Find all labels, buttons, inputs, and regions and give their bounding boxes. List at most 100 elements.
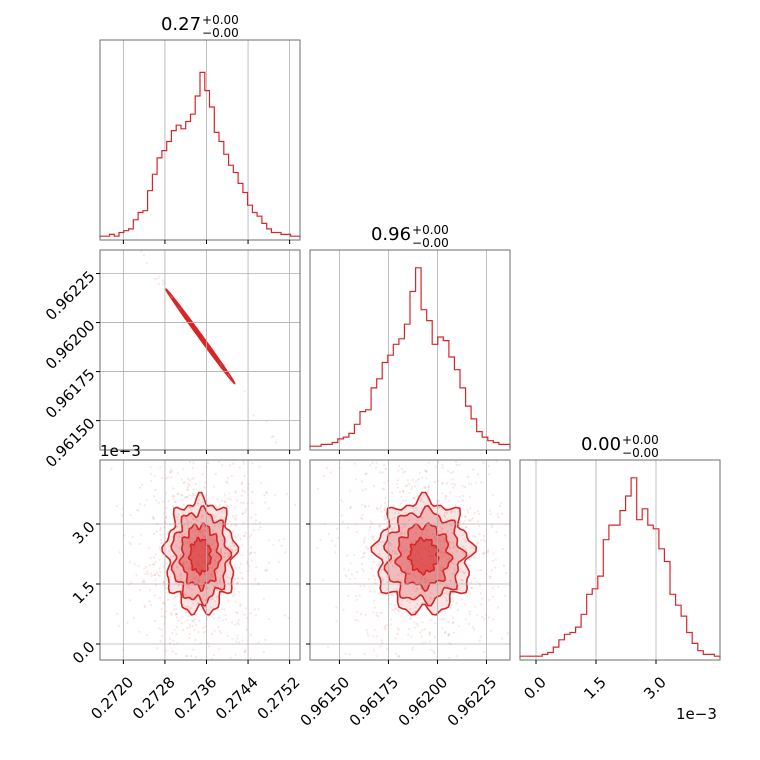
- scatter-point: [372, 535, 375, 538]
- scatter-point: [471, 626, 475, 629]
- scatter-point: [413, 497, 416, 500]
- scatter-point: [181, 493, 184, 497]
- scatter-point: [447, 621, 450, 624]
- scatter-point: [470, 518, 473, 521]
- scatter-point: [489, 629, 493, 632]
- scatter-point: [446, 507, 449, 510]
- scatter-point: [206, 573, 210, 576]
- scatter-point: [380, 639, 383, 642]
- scatter-point: [418, 511, 421, 514]
- scatter-point: [434, 465, 438, 468]
- scatter-point: [185, 611, 188, 614]
- scatter-point: [192, 488, 195, 491]
- scatter-point: [452, 562, 455, 565]
- scatter-point: [482, 651, 485, 654]
- scatter-point: [380, 586, 383, 589]
- scatter-point: [427, 486, 430, 489]
- scatter-point: [491, 494, 495, 497]
- scatter-point: [203, 573, 207, 576]
- scatter-point: [204, 587, 207, 590]
- tick-label-x-param-2: 0.96175: [346, 673, 403, 730]
- scatter-point: [185, 517, 188, 520]
- scatter-point: [375, 654, 378, 658]
- scatter-point: [164, 610, 168, 613]
- scatter-point: [183, 496, 187, 499]
- scatter-point: [462, 551, 465, 555]
- scatter-point: [316, 487, 320, 490]
- scatter-point: [394, 607, 397, 610]
- axes-frame-r2c1: [99, 249, 301, 451]
- scatter-point: [370, 567, 373, 570]
- scatter-point: [441, 492, 444, 495]
- scatter-point: [200, 584, 203, 587]
- scatter-point: [349, 562, 352, 565]
- scatter-point: [227, 555, 230, 558]
- scatter-point: [227, 552, 230, 555]
- scatter-point: [250, 516, 253, 519]
- scatter-point: [240, 482, 243, 486]
- scatter-point: [408, 601, 411, 604]
- scatter-point: [377, 564, 380, 567]
- scatter-point: [183, 532, 186, 536]
- scatter-point: [423, 536, 426, 539]
- scatter-point: [472, 468, 475, 471]
- scatter-point: [378, 507, 382, 510]
- scatter-point: [365, 545, 368, 549]
- scatter-point: [439, 581, 442, 584]
- scatter-point: [253, 608, 256, 611]
- scatter-point: [153, 619, 156, 622]
- scatter-point: [237, 619, 240, 622]
- scatter-point: [234, 491, 237, 494]
- offset-label-x-col3: 1e−3: [676, 705, 717, 723]
- scatter-point: [174, 501, 177, 504]
- scatter-point: [172, 639, 175, 642]
- scatter-point: [455, 601, 458, 605]
- scatter-point: [192, 461, 195, 464]
- grid-layer: [100, 40, 657, 660]
- scatter-point: [197, 580, 200, 583]
- scatter-point: [393, 517, 396, 520]
- scatter-point: [468, 559, 471, 562]
- scatter-point: [473, 535, 476, 538]
- scatter-point: [191, 624, 194, 628]
- scatter-point: [461, 484, 464, 487]
- scatter-point: [453, 510, 456, 513]
- scatter-point: [455, 655, 458, 658]
- scatter-point: [181, 562, 185, 565]
- scatter-point: [188, 623, 192, 626]
- scatter-point: [372, 610, 375, 614]
- scatter-point: [212, 539, 216, 542]
- scatter-point: [144, 572, 147, 576]
- scatter-point: [420, 499, 423, 502]
- scatter-point: [188, 584, 191, 588]
- scatter-point: [195, 614, 198, 617]
- scatter-point: [378, 552, 381, 555]
- scatter-point: [391, 559, 394, 562]
- scatter-point: [433, 652, 436, 655]
- scatter-point: [139, 533, 142, 537]
- scatter-point: [363, 551, 366, 554]
- scatter-point: [188, 608, 191, 611]
- scatter-point: [278, 539, 281, 542]
- scatter-point: [406, 572, 409, 576]
- scatter-point: [490, 569, 493, 572]
- scatter-point: [354, 478, 357, 481]
- scatter-point: [455, 546, 458, 549]
- scatter-point: [169, 476, 172, 479]
- scatter-point: [259, 525, 262, 529]
- scatter-point: [370, 535, 373, 538]
- scatter-point: [126, 621, 129, 624]
- scatter-point: [380, 576, 383, 579]
- scatter-point: [142, 254, 146, 257]
- scatter-point: [212, 514, 215, 517]
- scatter-point: [204, 529, 207, 532]
- scatter-point: [402, 489, 405, 493]
- scatter-point: [176, 526, 179, 529]
- scatter-point: [153, 573, 156, 577]
- scatter-point: [390, 552, 393, 555]
- scatter-point: [191, 537, 194, 540]
- scatter-point: [482, 538, 485, 542]
- scatter-point: [179, 494, 183, 497]
- scatter-point: [233, 623, 237, 626]
- scatter-point: [172, 505, 175, 508]
